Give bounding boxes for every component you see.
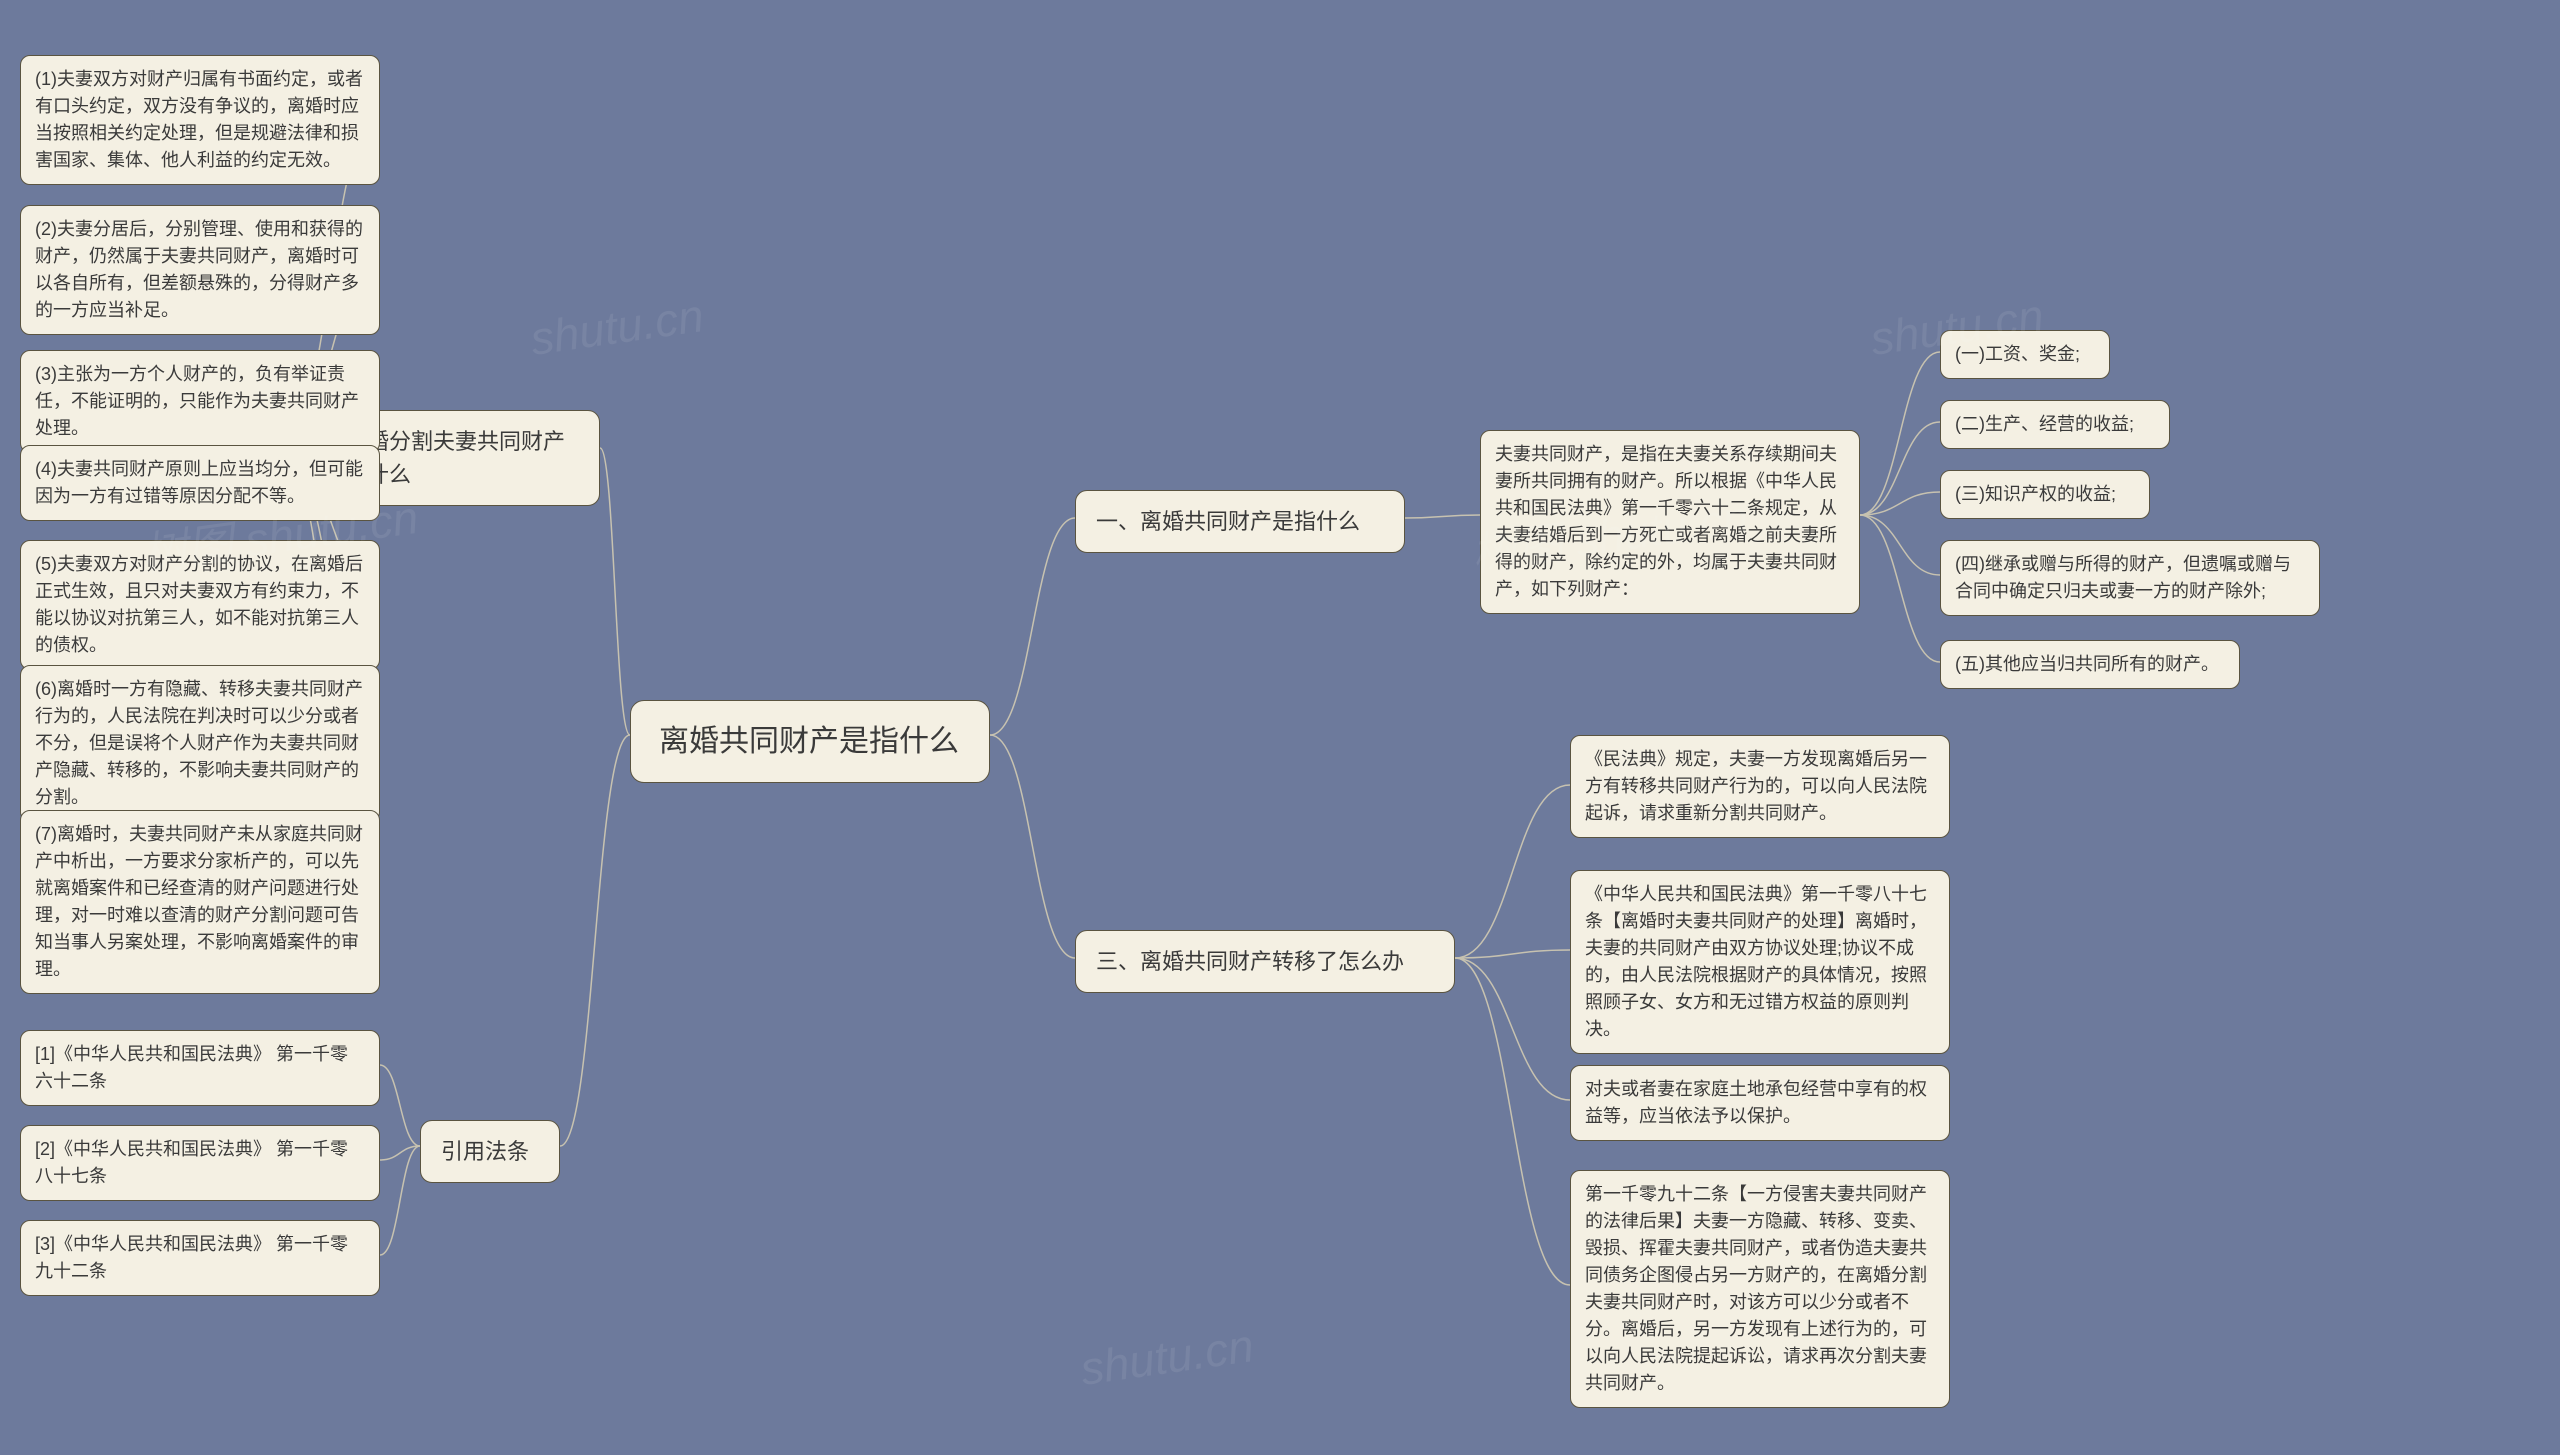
center-label: 离婚共同财产是指什么 xyxy=(659,725,959,758)
leaf-node: 第一千零九十二条【一方侵害夫妻共同财产的法律后果】夫妻一方隐藏、转移、变卖、毁损… xyxy=(1570,1170,1950,1408)
node-label: 一、离婚共同财产是指什么 xyxy=(1096,509,1360,534)
node-label: (二)生产、经营的收益; xyxy=(1955,414,2134,434)
leaf-node: [2]《中华人民共和国民法典》 第一千零八十七条 xyxy=(20,1125,380,1201)
leaf-node: (2)夫妻分居后，分别管理、使用和获得的财产，仍然属于夫妻共同财产，离婚时可以各… xyxy=(20,205,380,335)
node-label: 三、离婚共同财产转移了怎么办 xyxy=(1096,949,1404,974)
leaf-node: (五)其他应当归共同所有的财产。 xyxy=(1940,640,2240,689)
node-label: (7)离婚时，夫妻共同财产未从家庭共同财产中析出，一方要求分家析产的，可以先就离… xyxy=(35,824,363,979)
leaf-node: 《民法典》规定，夫妻一方发现离婚后另一方有转移共同财产行为的，可以向人民法院起诉… xyxy=(1570,735,1950,838)
node-label: (一)工资、奖金; xyxy=(1955,344,2080,364)
branch-node: 一、离婚共同财产是指什么 xyxy=(1075,490,1405,553)
leaf-node: (6)离婚时一方有隐藏、转移夫妻共同财产行为的，人民法院在判决时可以少分或者不分… xyxy=(20,665,380,822)
leaf-node: (一)工资、奖金; xyxy=(1940,330,2110,379)
node-label: (4)夫妻共同财产原则上应当均分，但可能因为一方有过错等原因分配不等。 xyxy=(35,459,363,506)
node-label: (5)夫妻双方对财产分割的协议，在离婚后正式生效，且只对夫妻双方有约束力，不能以… xyxy=(35,554,363,655)
leaf-node: (三)知识产权的收益; xyxy=(1940,470,2150,519)
node-label: (五)其他应当归共同所有的财产。 xyxy=(1955,654,2219,674)
branch-node: 引用法条 xyxy=(420,1120,560,1183)
node-label: 第一千零九十二条【一方侵害夫妻共同财产的法律后果】夫妻一方隐藏、转移、变卖、毁损… xyxy=(1585,1184,1927,1393)
leaf-node: (二)生产、经营的收益; xyxy=(1940,400,2170,449)
leaf-node: 对夫或者妻在家庭土地承包经营中享有的权益等，应当依法予以保护。 xyxy=(1570,1065,1950,1141)
node-label: 对夫或者妻在家庭土地承包经营中享有的权益等，应当依法予以保护。 xyxy=(1585,1079,1927,1126)
leaf-node: [3]《中华人民共和国民法典》 第一千零九十二条 xyxy=(20,1220,380,1296)
watermark: shutu.cn xyxy=(527,288,707,366)
node-label: [3]《中华人民共和国民法典》 第一千零九十二条 xyxy=(35,1234,348,1281)
node-label: 夫妻共同财产，是指在夫妻关系存续期间夫妻所共同拥有的财产。所以根据《中华人民共和… xyxy=(1495,444,1837,599)
leaf-node: [1]《中华人民共和国民法典》 第一千零六十二条 xyxy=(20,1030,380,1106)
watermark: shutu.cn xyxy=(1077,1318,1257,1396)
mindmap-links xyxy=(0,0,2560,1455)
center-node: 离婚共同财产是指什么 xyxy=(630,700,990,783)
node-label: (1)夫妻双方对财产归属有书面约定，或者有口头约定，双方没有争议的，离婚时应当按… xyxy=(35,69,363,170)
branch-node: 三、离婚共同财产转移了怎么办 xyxy=(1075,930,1455,993)
node-label: (四)继承或赠与所得的财产，但遗嘱或赠与合同中确定只归夫或妻一方的财产除外; xyxy=(1955,554,2291,601)
leaf-node: 《中华人民共和国民法典》第一千零八十七条【离婚时夫妻共同财产的处理】离婚时，夫妻… xyxy=(1570,870,1950,1054)
node-label: [1]《中华人民共和国民法典》 第一千零六十二条 xyxy=(35,1044,348,1091)
node-label: 引用法条 xyxy=(441,1139,529,1164)
leaf-node: (7)离婚时，夫妻共同财产未从家庭共同财产中析出，一方要求分家析产的，可以先就离… xyxy=(20,810,380,994)
leaf-node: (4)夫妻共同财产原则上应当均分，但可能因为一方有过错等原因分配不等。 xyxy=(20,445,380,521)
node-label: (2)夫妻分居后，分别管理、使用和获得的财产，仍然属于夫妻共同财产，离婚时可以各… xyxy=(35,219,363,320)
node-label: [2]《中华人民共和国民法典》 第一千零八十七条 xyxy=(35,1139,348,1186)
node-label: 《中华人民共和国民法典》第一千零八十七条【离婚时夫妻共同财产的处理】离婚时，夫妻… xyxy=(1585,884,1927,1039)
leaf-node: 夫妻共同财产，是指在夫妻关系存续期间夫妻所共同拥有的财产。所以根据《中华人民共和… xyxy=(1480,430,1860,614)
node-label: (三)知识产权的收益; xyxy=(1955,484,2116,504)
leaf-node: (5)夫妻双方对财产分割的协议，在离婚后正式生效，且只对夫妻双方有约束力，不能以… xyxy=(20,540,380,670)
node-label: (3)主张为一方个人财产的，负有举证责任，不能证明的，只能作为夫妻共同财产处理。 xyxy=(35,364,359,438)
node-label: 《民法典》规定，夫妻一方发现离婚后另一方有转移共同财产行为的，可以向人民法院起诉… xyxy=(1585,749,1927,823)
leaf-node: (3)主张为一方个人财产的，负有举证责任，不能证明的，只能作为夫妻共同财产处理。 xyxy=(20,350,380,453)
leaf-node: (1)夫妻双方对财产归属有书面约定，或者有口头约定，双方没有争议的，离婚时应当按… xyxy=(20,55,380,185)
node-label: (6)离婚时一方有隐藏、转移夫妻共同财产行为的，人民法院在判决时可以少分或者不分… xyxy=(35,679,363,807)
leaf-node: (四)继承或赠与所得的财产，但遗嘱或赠与合同中确定只归夫或妻一方的财产除外; xyxy=(1940,540,2320,616)
